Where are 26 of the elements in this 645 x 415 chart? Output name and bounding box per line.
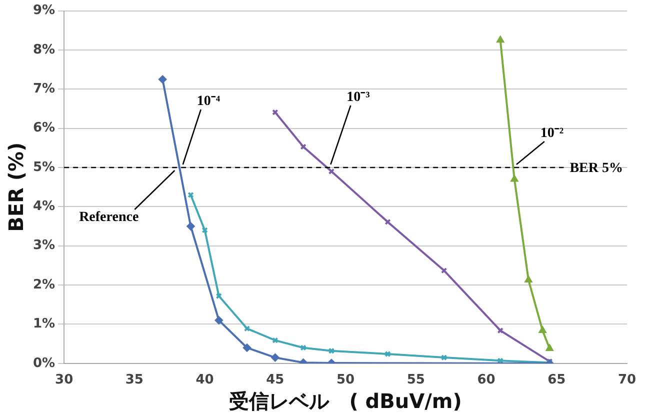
x-tick-label: 35: [125, 372, 144, 388]
x-tick-label: 60: [477, 372, 496, 388]
x-tick-label: 45: [266, 372, 284, 388]
y-tick-label: 3%: [32, 238, 56, 254]
ref-line-label: BER 5%: [570, 161, 624, 176]
y-tick-label: 5%: [32, 160, 56, 175]
x-tick-label: 40: [196, 372, 214, 388]
annotation: 10⁻⁴: [196, 94, 221, 110]
x-tick-label: 55: [406, 372, 425, 388]
y-tick-label: 6%: [32, 120, 56, 136]
annotation: Reference: [79, 210, 139, 226]
annotation: 10⁻³: [346, 90, 370, 106]
annotation: 10⁻²: [540, 126, 564, 142]
x-tick-label: 70: [618, 372, 636, 388]
y-tick-label: 9%: [32, 3, 56, 18]
y-tick-label: 2%: [32, 277, 56, 292]
x-tick-label: 30: [55, 372, 74, 388]
y-tick-label: 1%: [32, 316, 56, 332]
y-tick-label: 0%: [32, 356, 56, 371]
y-axis-title: BER (%): [4, 142, 28, 232]
x-axis-title: 受信レベル ( dBuV/m): [229, 389, 462, 414]
y-tick-label: 7%: [32, 82, 56, 97]
y-tick-label: 8%: [32, 42, 56, 58]
x-tick-label: 50: [336, 372, 355, 388]
x-tick-label: 65: [548, 372, 566, 388]
y-tick-label: 4%: [32, 199, 56, 214]
